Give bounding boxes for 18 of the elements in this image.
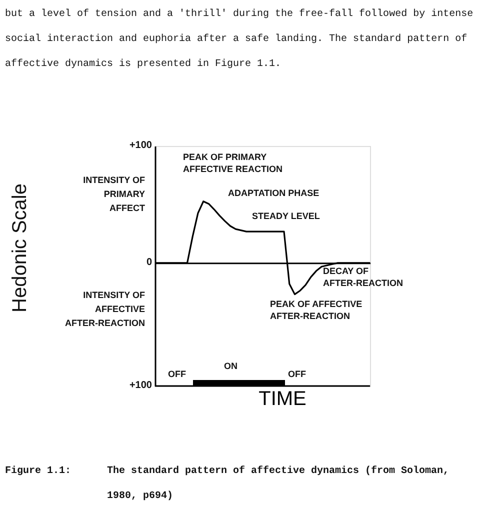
text: INTENSITY OF PRIMARY AFFECT [83,175,146,213]
text: +100 [129,380,152,391]
text: INTENSITY OF AFFECTIVE AFTER-REACTION [65,290,146,328]
text: Hedonic Scale [9,184,31,312]
text: 0 [146,257,152,268]
caption: Figure 1.1: [5,465,72,477]
text: ON [224,361,238,371]
text: but a level of tension and a 'thrill' during the free-fall followed by intense social interaction and euphoria after a safe landing. The standard pattern of affective dynamics is presented in Figure 1.1. [5,9,474,70]
text: The standard pattern of affective dynamics (from Soloman, 1980, p694) [107,466,450,502]
text: PEAK OF PRIMARY AFFECTIVE REACTION [183,152,283,174]
text: OFF [168,369,186,379]
annotation: STEADY LEVEL [252,211,320,221]
text: +100 [129,140,152,151]
text: PEAK OF AFFECTIVE AFTER-REACTION [270,299,362,321]
x-axis-title: TIME [258,388,306,410]
text: OFF [288,369,306,379]
text: ADAPTATION PHASE [228,188,320,198]
annotation: DECAY OF AFTER-REACTION [323,266,403,288]
